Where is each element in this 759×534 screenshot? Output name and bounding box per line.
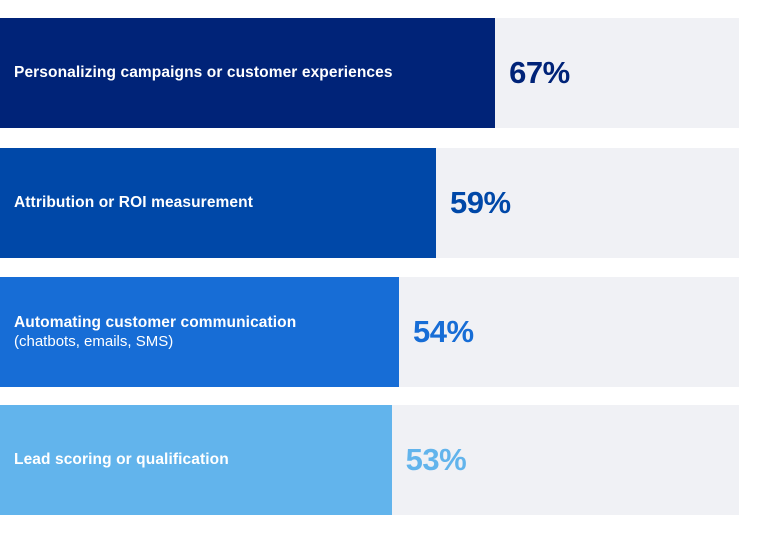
- bar-label: Attribution or ROI measurement: [14, 194, 253, 211]
- bar-track: Attribution or ROI measurement 59%: [0, 148, 739, 258]
- bar: Automating customer communication (chatbo…: [0, 277, 400, 387]
- bar-label: Lead scoring or qualification: [14, 451, 229, 468]
- bar: Lead scoring or qualification: [0, 405, 392, 515]
- value-label: 54%: [413, 314, 474, 349]
- value-label: 59%: [450, 185, 511, 220]
- bar: Attribution or ROI measurement: [0, 148, 436, 258]
- value-label: 53%: [405, 442, 467, 477]
- bar-sublabel: (chatbots, emails, SMS): [14, 333, 174, 350]
- bar: Personalizing campaigns or customer expe…: [0, 18, 496, 128]
- bar-track: Automating customer communication (chatbo…: [0, 277, 739, 387]
- bar-label: Personalizing campaigns or customer expe…: [14, 64, 393, 81]
- value-label: 67%: [509, 55, 570, 90]
- bar-label: Automating customer communication: [14, 314, 297, 331]
- bar-track: Personalizing campaigns or customer expe…: [0, 18, 739, 128]
- bar-track: Lead scoring or qualification 53%: [0, 405, 739, 515]
